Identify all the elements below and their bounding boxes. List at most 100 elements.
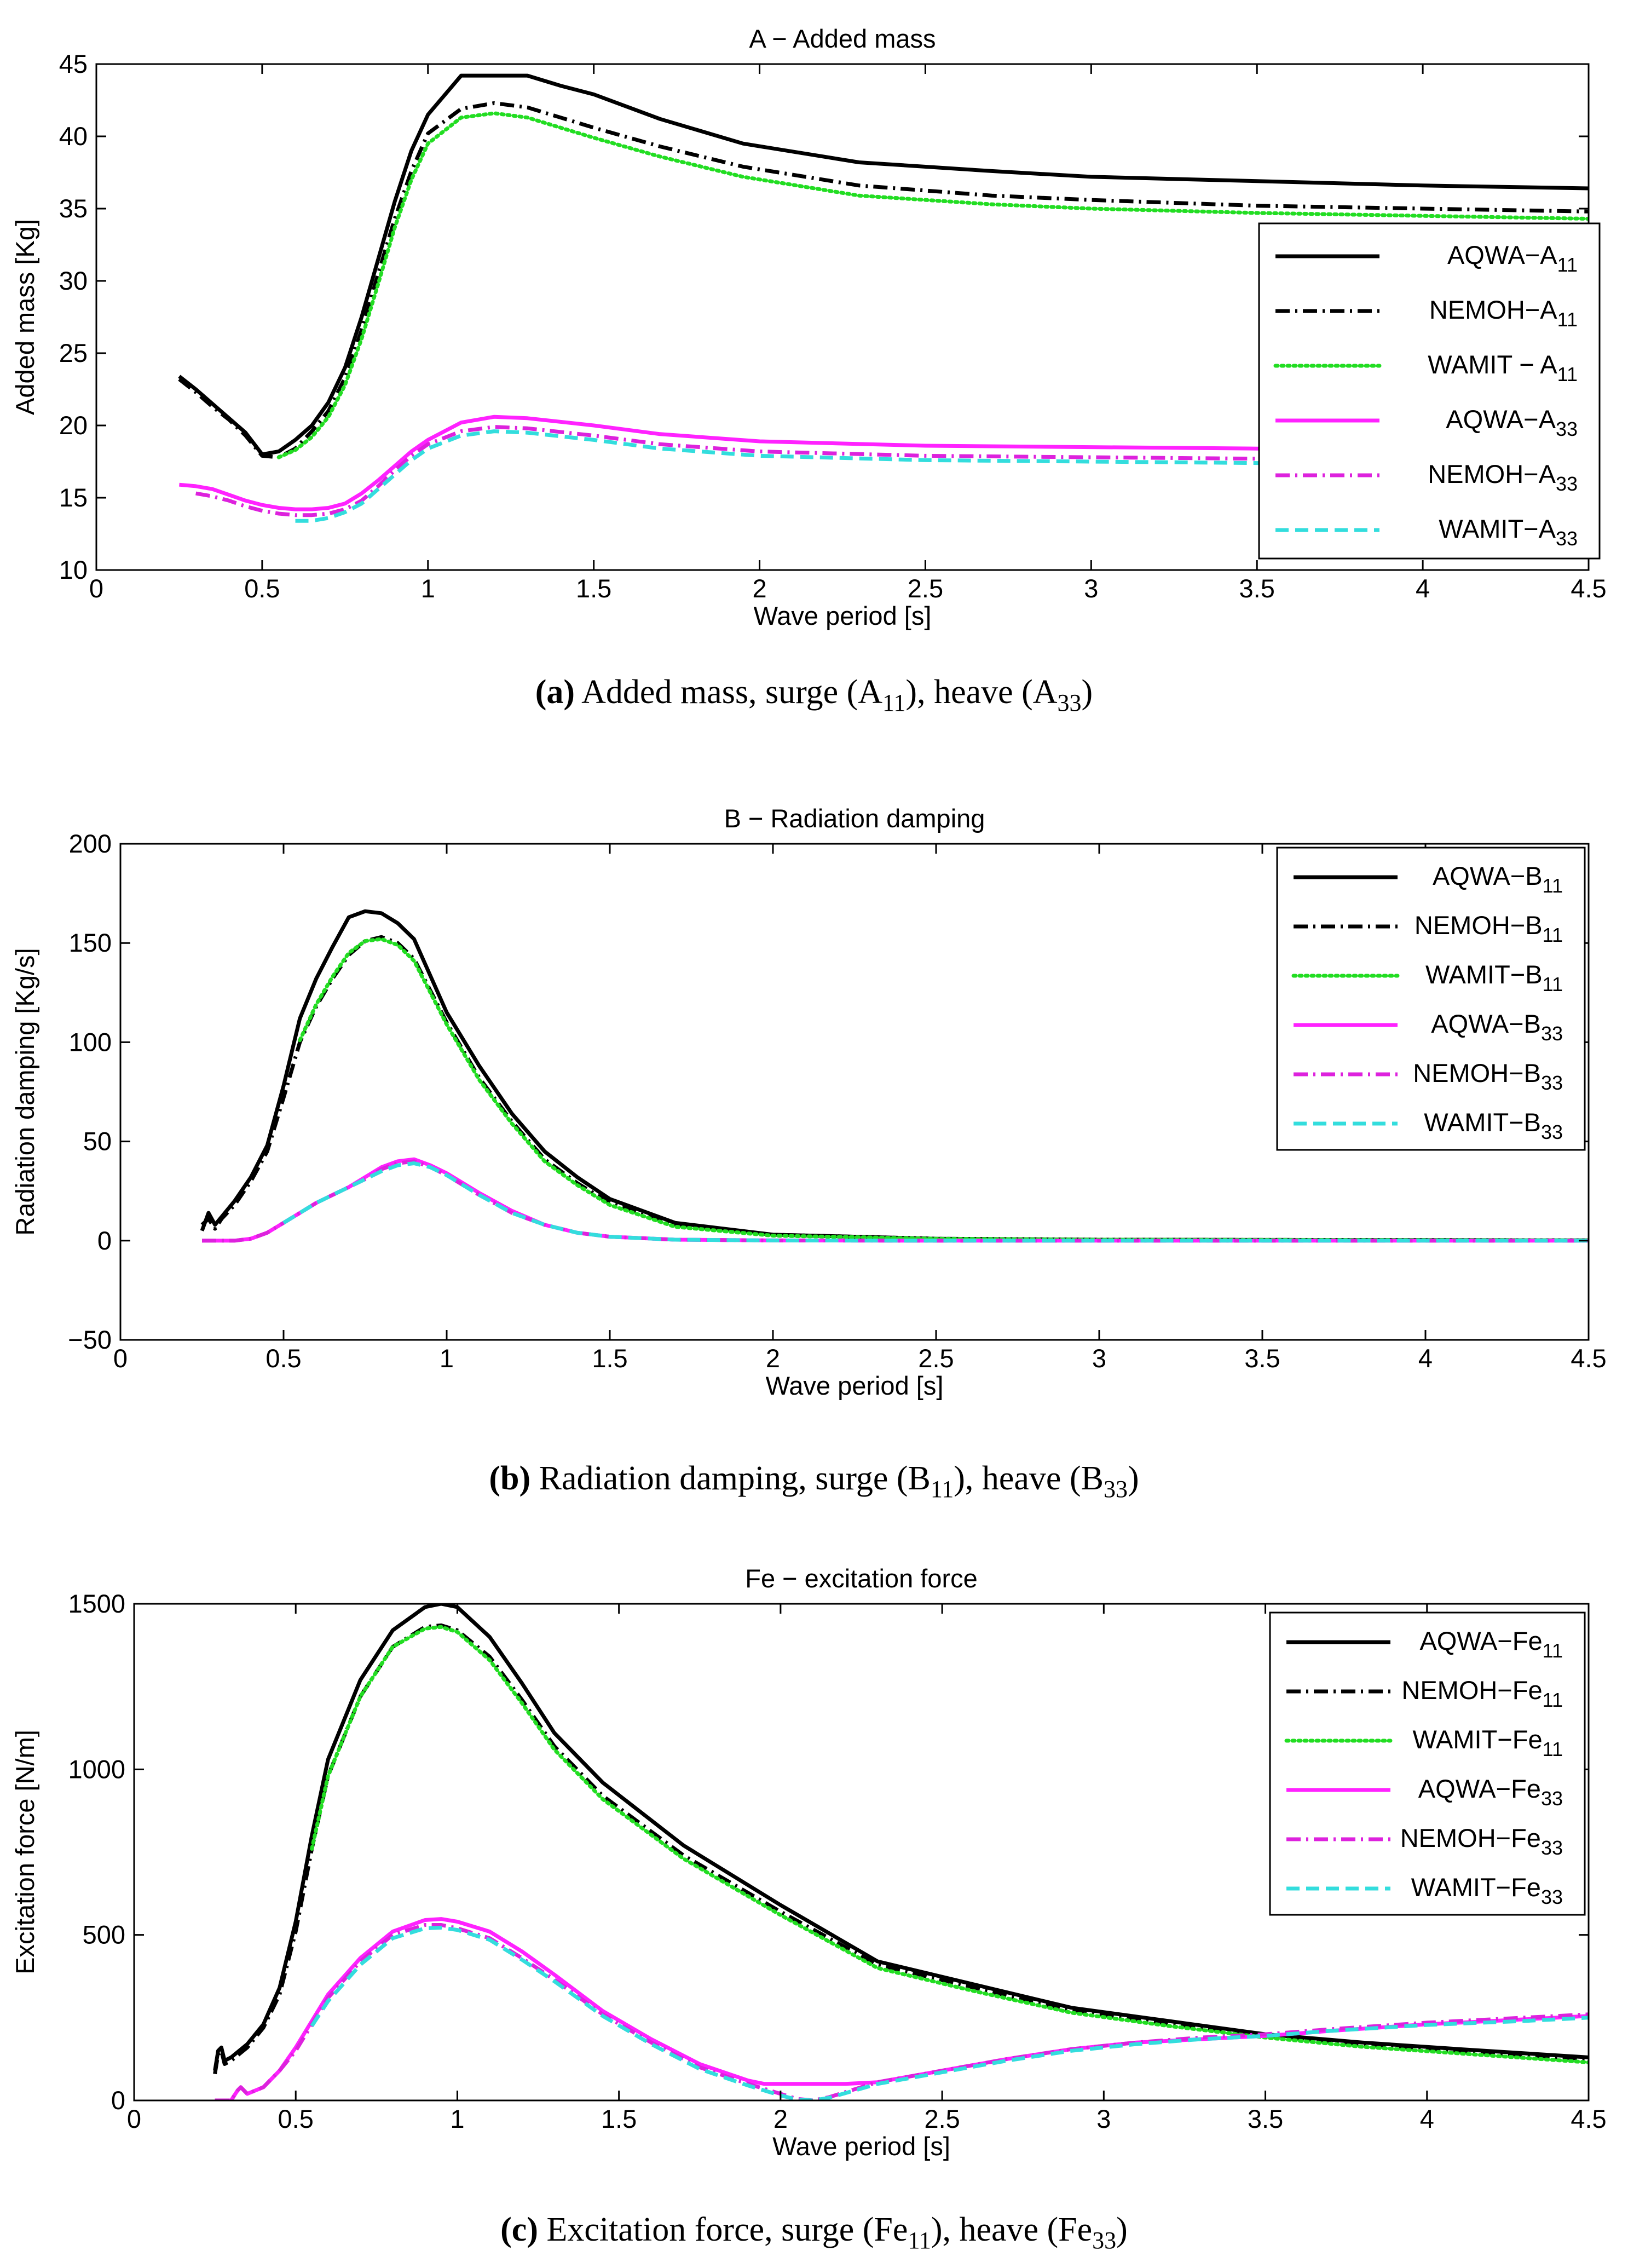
x-tick-label: 1 [450, 2104, 464, 2133]
y-tick-label: 10 [59, 555, 88, 584]
y-tick-label: 150 [69, 928, 112, 957]
y-tick-label: 200 [69, 829, 112, 858]
plot-frame [119, 843, 1590, 1341]
legend-entry-label: AQWA−B33 [1431, 1009, 1563, 1045]
y-tick-label: 0 [111, 2086, 125, 2115]
legend-box [1258, 222, 1601, 560]
series-line-aqwa-33 [215, 1917, 1589, 2100]
x-tick-label: 2.5 [918, 1344, 954, 1373]
x-tick-label: 1 [421, 574, 435, 603]
series-line-nemoh-33 [195, 425, 1589, 517]
y-tick-label: 35 [59, 194, 88, 223]
x-tick-label: 3.5 [1239, 574, 1275, 603]
legend-entry-label: WAMIT−A33 [1439, 514, 1578, 550]
series-line-wamit-11 [276, 111, 1589, 459]
plot-frame [133, 1603, 1590, 2102]
x-tick-label: 4 [1418, 1344, 1433, 1373]
y-axis-label: Radiation damping [Kg/s] [10, 948, 39, 1235]
series-line-nemoh-11 [213, 1623, 1589, 2075]
y-tick-label: 25 [59, 338, 88, 367]
x-tick-label: 2 [766, 1344, 780, 1373]
y-tick-label: 45 [59, 49, 88, 78]
legend-entry-label: NEMOH−A11 [1429, 295, 1578, 331]
series-line-nemoh-11 [178, 101, 1589, 459]
x-tick-label: 3.5 [1244, 1344, 1280, 1373]
y-tick-label: −50 [68, 1325, 112, 1354]
legend-entry-label: NEMOH−A33 [1428, 459, 1578, 495]
series-line-aqwa-11 [213, 1604, 1589, 2071]
y-tick-label: 500 [83, 1920, 125, 1949]
legend-entry-label: AQWA−Fe11 [1419, 1626, 1563, 1662]
legend-entry-label: NEMOH−Fe33 [1400, 1823, 1563, 1859]
y-tick-label: 1500 [68, 1589, 125, 1618]
series-line-wamit-11 [298, 937, 1589, 1242]
panel-caption: (c) Excitation force, surge (Fe11), heav… [500, 2211, 1128, 2254]
x-tick-label: 1.5 [576, 574, 611, 603]
legend: AQWA−Fe11 NEMOH−Fe11 WAMIT−Fe11 AQWA−Fe33 NE… [1269, 1611, 1586, 1916]
series-line-wamit-33 [282, 1161, 1589, 1243]
legend-box [1269, 1611, 1586, 1916]
series-group [200, 909, 1589, 1243]
x-tick-label: 0.5 [265, 1344, 301, 1373]
series-line-aqwa-11 [200, 909, 1589, 1242]
x-tick-label: 4.5 [1571, 574, 1606, 603]
y-tick-label: 0 [97, 1226, 112, 1255]
x-tick-label: 3 [1096, 2104, 1111, 2133]
y-tick-label: 1000 [68, 1754, 125, 1783]
x-tick-label: 0.5 [244, 574, 280, 603]
chart-panel-c: Fe − excitation force 0 0.5 1 1.5 2 2.5 3 3.5 4 4.… [10, 1564, 1607, 2254]
y-tick-label: 20 [59, 411, 88, 440]
x-tick-label: 2 [773, 2104, 788, 2133]
panel-caption: (b) Radiation damping, surge (B11), heav… [489, 1460, 1139, 1503]
panel-caption: (a) Added mass, surge (A11), heave (A33) [535, 674, 1093, 716]
y-tick-label: 15 [59, 483, 88, 512]
series-group [178, 73, 1589, 523]
x-tick-label: 1 [440, 1344, 454, 1373]
series-group [213, 1604, 1589, 2100]
x-tick-label: 4.5 [1571, 1344, 1606, 1373]
y-axis-label: Excitation force [N/m] [10, 1730, 39, 1975]
legend-entry-label: WAMIT−Fe11 [1412, 1725, 1563, 1760]
x-tick-label: 3.5 [1248, 2104, 1283, 2133]
chart-title: B − Radiation damping [724, 804, 985, 833]
chart-panel-a: A − Added mass 0 0.5 1 1.5 2 2.5 3 3.5 4 4.5 10 15 20… [10, 24, 1607, 716]
legend-box [1276, 847, 1586, 1151]
x-tick-label: 4 [1420, 2104, 1434, 2133]
legend-entry-label: WAMIT−B11 [1425, 960, 1563, 995]
chart-panel-b: B − Radiation damping 0 0.5 1 1.5 2 2.5 3 3.5 4 4.… [10, 804, 1607, 1503]
legend: AQWA−B11 NEMOH−B11 WAMIT−B11 AQWA−B33 NEMOH−… [1276, 847, 1586, 1151]
x-tick-label: 1.5 [601, 2104, 637, 2133]
legend-entry-label: WAMIT−Fe33 [1411, 1873, 1563, 1908]
legend: AQWA−A11 NEMOH−A11 WAMIT − A11 AQWA−A33 NEMO… [1258, 222, 1601, 560]
x-tick-label: 2.5 [924, 2104, 960, 2133]
legend-entry-label: NEMOH−B33 [1413, 1058, 1563, 1094]
x-tick-label: 1.5 [592, 1344, 627, 1373]
legend-entry-label: NEMOH−B11 [1415, 911, 1563, 946]
y-tick-label: 100 [69, 1027, 112, 1056]
series-line-wamit-11 [310, 1625, 1589, 2064]
legend-entry-label: AQWA−Fe33 [1418, 1774, 1563, 1810]
series-line-nemoh-33 [202, 1159, 1589, 1243]
series-line-nemoh-11 [200, 935, 1589, 1242]
x-axis-label: Wave period [s] [754, 601, 932, 630]
x-tick-label: 0 [127, 2104, 141, 2133]
legend-entry-label: WAMIT − A11 [1428, 350, 1578, 385]
x-tick-label: 4.5 [1571, 2104, 1606, 2133]
legend-entry-label: AQWA−A11 [1447, 240, 1578, 276]
x-tick-label: 3 [1092, 1344, 1106, 1373]
chart-title: Fe − excitation force [745, 1564, 978, 1593]
series-line-aqwa-33 [202, 1157, 1589, 1243]
legend-entry-label: WAMIT−B33 [1424, 1108, 1563, 1143]
chart-title: A − Added mass [749, 24, 936, 53]
series-line-wamit-33 [295, 429, 1589, 523]
legend-entry-label: AQWA−A33 [1446, 405, 1578, 440]
x-axis-label: Wave period [s] [766, 1371, 944, 1400]
x-tick-label: 3 [1084, 574, 1098, 603]
x-tick-label: 2.5 [908, 574, 943, 603]
x-tick-label: 2 [752, 574, 766, 603]
series-line-aqwa-33 [179, 415, 1589, 511]
y-tick-label: 50 [83, 1127, 112, 1156]
x-tick-label: 4 [1416, 574, 1430, 603]
y-tick-label: 30 [59, 266, 88, 295]
